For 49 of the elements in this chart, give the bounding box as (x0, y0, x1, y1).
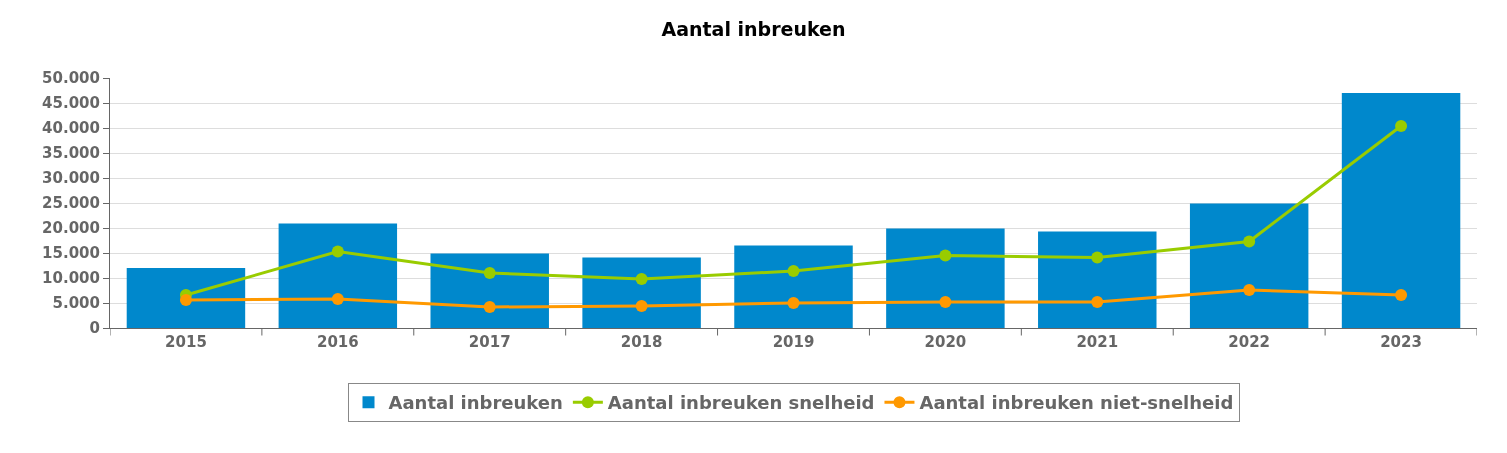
y-tick-label: 10.000 (42, 269, 100, 288)
y-tick-label: 5.000 (52, 294, 100, 313)
legend-label: Aantal inbreuken (388, 392, 563, 414)
y-tick-label: 40.000 (42, 119, 100, 138)
legend-label: Aantal inbreuken niet-snelheid (919, 392, 1234, 414)
point (1091, 296, 1104, 308)
point (179, 294, 192, 306)
legend-label: Aantal inbreuken snelheid (607, 392, 875, 414)
y-tick-label: 0 (89, 319, 100, 338)
bar (1341, 93, 1461, 328)
x-tick-label: 2020 (924, 333, 967, 351)
y-tick-label: 45.000 (42, 94, 100, 113)
point (1243, 284, 1256, 296)
point (331, 245, 344, 258)
point (939, 249, 952, 262)
x-tick-label: 2017 (468, 333, 511, 351)
point (1395, 120, 1408, 132)
point (939, 296, 952, 308)
x-tick-label: 2016 (316, 333, 359, 351)
point (635, 300, 648, 312)
point (1243, 235, 1256, 248)
y-tick-label: 50.000 (42, 69, 100, 88)
chart-title: Aantal inbreuken (661, 17, 846, 40)
x-tick-label: 2018 (620, 333, 663, 351)
bar (734, 245, 853, 328)
y-tick-label: 35.000 (42, 144, 100, 163)
point (483, 301, 496, 313)
point (787, 297, 800, 309)
bar (886, 228, 1005, 328)
bar (126, 268, 246, 328)
y-tick-label: 20.000 (42, 219, 100, 238)
bar (430, 253, 549, 328)
x-tick-label: 2015 (165, 333, 207, 351)
x-tick-label: 2023 (1380, 333, 1422, 351)
y-tick-label: 15.000 (42, 244, 100, 263)
y-tick-label: 30.000 (42, 169, 100, 188)
x-tick-label: 2019 (772, 333, 815, 351)
point (1395, 289, 1408, 301)
point (787, 265, 800, 277)
bar (1189, 203, 1309, 328)
point (635, 273, 648, 285)
y-tick-label: 25.000 (42, 194, 100, 213)
point (331, 293, 344, 305)
x-tick-label: 2021 (1076, 333, 1119, 351)
point (1091, 251, 1104, 264)
x-tick-label: 2022 (1228, 333, 1271, 351)
bar (1038, 231, 1157, 328)
point (483, 267, 496, 279)
bar (278, 223, 398, 328)
